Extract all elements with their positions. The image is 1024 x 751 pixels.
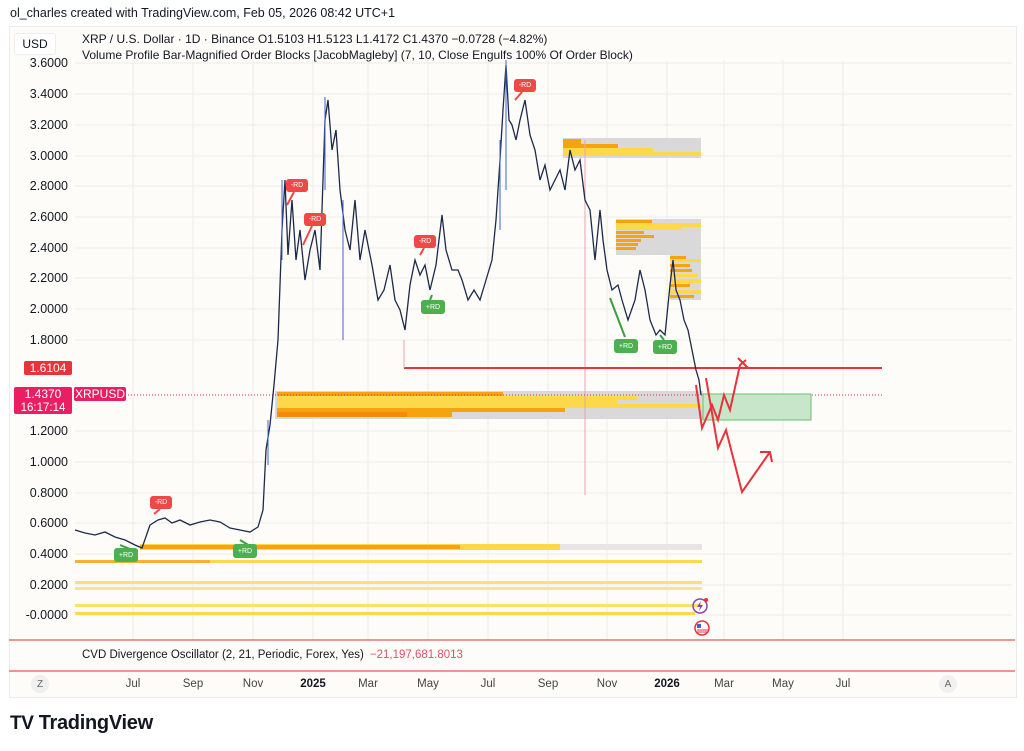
y-tick: 0.6000 (29, 516, 68, 530)
symbol-price-tag: XRPUSD (74, 387, 126, 401)
grid (75, 60, 1012, 640)
x-tick: Mar (358, 678, 378, 690)
x-tick: 2026 (654, 678, 680, 690)
y-tick: 3.4000 (29, 87, 68, 101)
bull-rd-tag: +RD (653, 340, 677, 354)
x-tick: Sep (182, 678, 204, 690)
y-tick: 3.6000 (29, 56, 68, 70)
bear-rd-tag: -RD (514, 79, 536, 92)
wick-highlights (267, 60, 507, 465)
tradingview-mark-icon: TV (10, 712, 34, 734)
x-tick: Nov (596, 678, 618, 690)
chart-frame[interactable] (9, 26, 1017, 698)
chart-credit: ol_charles created with TradingView.com,… (10, 6, 396, 20)
bull-rd-tag: +RD (614, 339, 638, 353)
y-tick: 0.2000 (29, 578, 68, 592)
y-tick: -0.0000 (25, 608, 68, 622)
bear-rd-tag: -RD (304, 213, 326, 226)
order-blocks-lower (75, 544, 702, 615)
x-tick: Jul (125, 678, 141, 690)
level-price-label: 1.6104 (24, 361, 72, 375)
order-blocks-upper (563, 138, 701, 300)
countdown-label: 16:17:14 (14, 401, 72, 414)
bull-rd-tag: +RD (114, 548, 138, 562)
zoom-out-button[interactable]: Z (31, 675, 49, 693)
x-tick: Sep (537, 678, 559, 690)
projection-drawings (695, 357, 773, 495)
bear-rd-tag: -RD (414, 235, 436, 248)
bear-rd-tag: -RD (150, 496, 172, 509)
y-tick: 2.6000 (29, 210, 68, 224)
indicator-legend[interactable]: Volume Profile Bar-Magnified Order Block… (82, 48, 633, 62)
y-tick: 2.8000 (29, 179, 68, 193)
last-price-label: 1.4370 (14, 387, 72, 401)
order-block-main (275, 391, 703, 419)
lightning-event-icon[interactable] (692, 598, 708, 614)
y-tick: 2.4000 (29, 241, 68, 255)
y-tick: 0.8000 (29, 486, 68, 500)
x-tick: Mar (714, 678, 734, 690)
bull-rd-tag: +RD (421, 300, 445, 314)
price-series (74, 64, 702, 549)
rd-connectors (119, 91, 665, 550)
us-flag-event-icon[interactable] (694, 620, 710, 636)
x-tick: May (772, 678, 794, 690)
x-tick: Jul (835, 678, 851, 690)
bear-rd-tag: -RD (286, 179, 308, 192)
y-tick: 3.2000 (29, 118, 68, 132)
oscillator-name: CVD Divergence Oscillator (2, 21, Period… (82, 649, 364, 661)
y-tick: 0.4000 (29, 547, 68, 561)
x-tick: Nov (242, 678, 264, 690)
auto-scale-button[interactable]: A (939, 675, 957, 693)
x-tick: 2025 (300, 678, 326, 690)
y-tick: 1.0000 (29, 455, 68, 469)
tradingview-logo: TV TradingView (10, 712, 153, 735)
oscillator-value: −21,197,681.8013 (369, 649, 463, 661)
y-tick: 3.0000 (29, 149, 68, 163)
y-tick: 2.2000 (29, 271, 68, 285)
time-axis[interactable]: Z Jul Sep Nov 2025 Mar May Jul Sep Nov 2… (9, 673, 1015, 695)
x-tick: Jul (480, 678, 496, 690)
y-tick: 1.8000 (29, 333, 68, 347)
bull-rd-tag: +RD (233, 544, 257, 558)
tradingview-wordmark: TradingView (38, 712, 153, 734)
x-tick: May (417, 678, 439, 690)
currency-button[interactable]: USD (14, 33, 56, 55)
y-tick: 2.0000 (29, 302, 68, 316)
y-tick: 1.2000 (29, 424, 68, 438)
oscillator-legend[interactable]: CVD Divergence Oscillator (2, 21, Period… (82, 649, 463, 661)
symbol-legend[interactable]: XRP / U.S. Dollar · 1D · Binance O1.5103… (82, 32, 548, 46)
